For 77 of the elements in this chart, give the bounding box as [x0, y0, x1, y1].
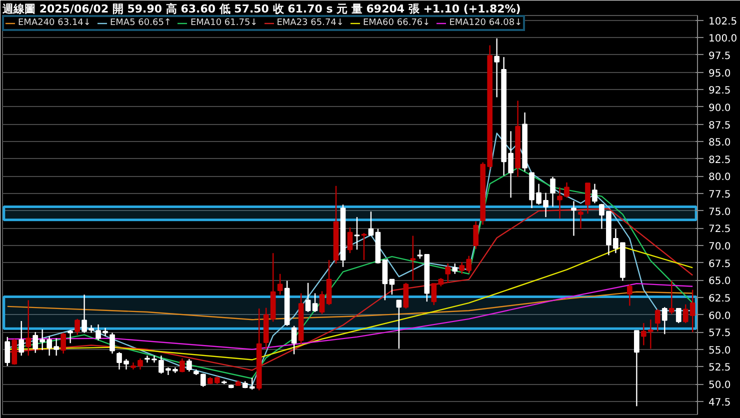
y-tick-label: 97.5: [708, 50, 731, 62]
candlestick: [648, 319, 654, 350]
y-tick-label: 57.5: [708, 328, 731, 340]
candlestick: [452, 262, 458, 274]
y-tick-label: 92.5: [708, 86, 731, 97]
candlestick: [550, 176, 556, 208]
y-tick-label: 80.0: [708, 172, 731, 184]
candlestick: [354, 216, 360, 250]
legend-label: EMA240 63.14↓: [18, 18, 91, 28]
y-tick-label: 77.5: [708, 190, 731, 201]
candlestick: [68, 329, 73, 344]
candlestick: [305, 282, 311, 313]
y-tick-label: 70.0: [708, 241, 731, 252]
candlestick: [110, 332, 115, 354]
candlestick: [186, 358, 192, 372]
y-tick-label: 87.5: [708, 120, 731, 132]
candlestick: [585, 182, 590, 214]
y-tick-label: 95.0: [708, 68, 731, 80]
candlestick: [347, 226, 353, 254]
line-series: [6, 291, 694, 320]
candlestick: [74, 318, 80, 336]
candlestick: [396, 300, 402, 350]
candlestick: [662, 306, 668, 335]
candlestick: [180, 358, 185, 373]
candlestick: [312, 292, 318, 313]
candlestick: [403, 282, 409, 310]
y-tick-label: 60.0: [708, 310, 731, 322]
legend-label: EMA120 64.08↓: [449, 18, 522, 28]
candlestick: [361, 232, 367, 261]
candlestick: [60, 332, 66, 354]
candlestick: [200, 373, 206, 388]
candlestick: [494, 38, 500, 98]
candlestick: [571, 200, 576, 236]
y-tick-label: 52.5: [708, 362, 731, 374]
candlestick: [138, 358, 143, 370]
y-tick-label: 100.0: [708, 34, 738, 45]
candlestick: [473, 220, 479, 250]
candlestick: [389, 278, 395, 296]
candlestick: [18, 320, 24, 356]
y-tick-label: 75.0: [708, 206, 731, 218]
y-tick-label: 85.0: [708, 138, 731, 149]
y-tick-label: 67.5: [708, 258, 731, 270]
candlestick: [640, 322, 646, 346]
legend-label: EMA23 65.74↓: [276, 18, 344, 28]
legend-label: EMA10 61.75↓: [190, 18, 258, 28]
candlestick: [445, 262, 451, 284]
candlestick: [12, 338, 18, 366]
y-tick-label: 50.0: [708, 380, 731, 392]
candlestick: [277, 273, 283, 296]
y-tick-label: 90.0: [708, 102, 731, 114]
legend-label: EMA60 66.76↓: [362, 18, 430, 28]
y-tick-label: 62.5: [708, 293, 731, 304]
candlestick: [676, 308, 682, 324]
candlestick: [319, 290, 325, 315]
chart-title: 週線圖 2025/06/02 開 59.90 高 63.60 低 57.50 收 61.70 s 元 量 69204 張 +1.10 (+1.82%): [2, 2, 521, 16]
y-tick-label: 102.5: [708, 16, 738, 28]
y-tick-label: 65.0: [708, 276, 731, 288]
candlestick: [592, 183, 598, 204]
y-tick-label: 55.0: [708, 345, 731, 356]
candlestick: [152, 355, 157, 364]
candlestick: [578, 210, 584, 230]
candlestick: [382, 259, 388, 301]
candlestick: [26, 300, 32, 356]
candlestick: [291, 325, 297, 355]
y-tick-label: 82.5: [708, 154, 731, 166]
legend-label: EMA5 60.65↑: [110, 18, 172, 28]
y-tick-label: 47.5: [708, 397, 731, 408]
y-tick-label: 72.5: [708, 224, 731, 236]
candlestick: [634, 330, 640, 407]
candlestick: [654, 308, 660, 332]
line-series: [6, 282, 694, 350]
candlestick: [368, 210, 374, 236]
candlestick: [410, 235, 416, 282]
candlestick: [4, 336, 10, 367]
candlestick: [144, 355, 150, 364]
candlestick: [627, 284, 632, 306]
candlestick: [668, 280, 674, 315]
